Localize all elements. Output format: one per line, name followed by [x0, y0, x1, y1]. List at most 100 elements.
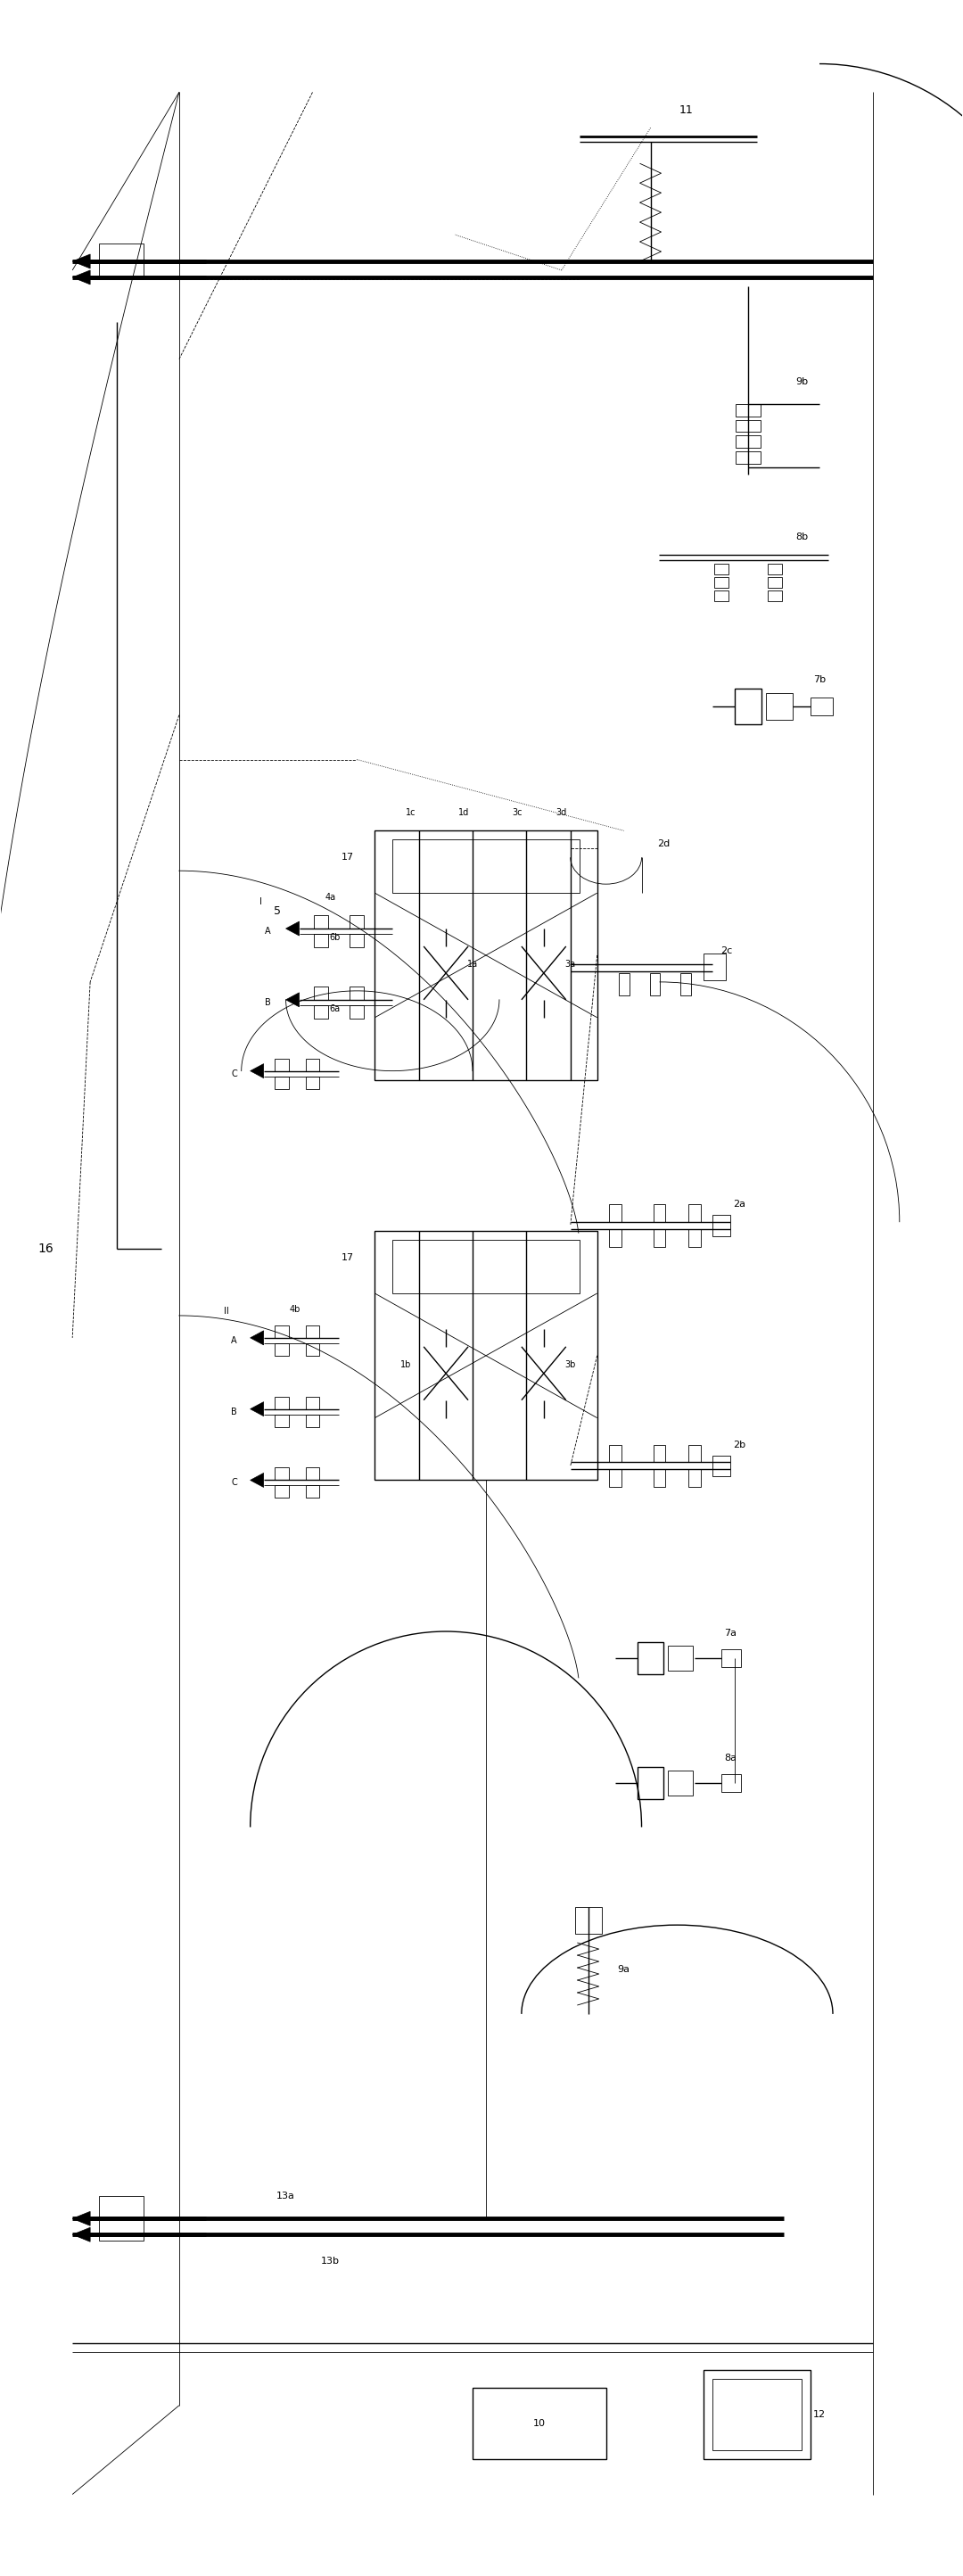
Text: 7b: 7b	[813, 675, 825, 683]
Bar	[314, 914, 328, 927]
Bar	[305, 1059, 320, 1072]
Bar	[736, 451, 761, 464]
Bar	[350, 914, 364, 927]
Polygon shape	[250, 1064, 264, 1077]
Text: 2b: 2b	[733, 1440, 745, 1450]
Polygon shape	[286, 992, 299, 1007]
Polygon shape	[286, 922, 299, 935]
Bar	[609, 1206, 621, 1221]
Text: 2a: 2a	[733, 1200, 745, 1208]
Bar	[618, 974, 629, 994]
Bar	[274, 1414, 289, 1427]
Text: 5: 5	[273, 904, 280, 917]
Bar	[609, 1229, 621, 1247]
Bar	[305, 1342, 320, 1355]
Bar	[274, 1327, 289, 1337]
Bar	[638, 1641, 664, 1674]
Text: 2c: 2c	[720, 945, 732, 956]
Bar	[653, 1229, 665, 1247]
Bar	[274, 1077, 289, 1090]
Bar	[721, 1775, 742, 1790]
Bar	[689, 1468, 701, 1486]
Text: II: II	[223, 1306, 228, 1316]
Bar	[736, 435, 761, 448]
Bar	[689, 1229, 701, 1247]
Bar	[375, 1231, 597, 1481]
Bar	[350, 1005, 364, 1018]
Text: 1d: 1d	[458, 809, 469, 817]
Bar	[689, 1206, 701, 1221]
Bar	[713, 1455, 731, 1476]
Bar	[314, 987, 328, 999]
Bar	[715, 590, 729, 600]
Polygon shape	[250, 1332, 264, 1345]
Bar	[305, 1396, 320, 1409]
Bar	[305, 1327, 320, 1337]
Polygon shape	[250, 1401, 264, 1417]
Bar	[736, 404, 761, 417]
Bar	[768, 590, 782, 600]
Bar	[99, 245, 143, 278]
Text: 11: 11	[679, 103, 693, 116]
Text: 3b: 3b	[565, 1360, 576, 1368]
Text: A: A	[231, 1337, 237, 1345]
Bar	[274, 1342, 289, 1355]
Bar	[274, 1396, 289, 1409]
Text: C: C	[231, 1069, 237, 1077]
Text: 16: 16	[38, 1242, 54, 1255]
Text: 3c: 3c	[512, 809, 522, 817]
Text: 17: 17	[342, 1255, 354, 1262]
Polygon shape	[250, 1473, 264, 1486]
Bar	[305, 1486, 320, 1499]
Text: 8a: 8a	[724, 1754, 737, 1762]
Bar	[713, 1216, 731, 1236]
Bar	[715, 564, 729, 574]
Text: 1a: 1a	[467, 961, 478, 969]
Bar	[668, 1646, 693, 1672]
Bar	[704, 953, 726, 981]
Text: 1b: 1b	[401, 1360, 411, 1368]
Bar	[274, 1486, 289, 1499]
Text: 9b: 9b	[795, 376, 808, 386]
Text: 3a: 3a	[565, 961, 576, 969]
Bar	[767, 693, 793, 719]
Text: B: B	[231, 1406, 237, 1417]
Bar	[811, 698, 833, 716]
Bar	[704, 2370, 811, 2460]
Bar	[350, 987, 364, 999]
Text: 8b: 8b	[795, 533, 808, 541]
Text: 6b: 6b	[329, 933, 340, 943]
Bar	[653, 1468, 665, 1486]
Text: 9a: 9a	[617, 1965, 630, 1973]
Text: I: I	[259, 896, 262, 907]
Bar	[650, 974, 661, 994]
Polygon shape	[72, 2210, 91, 2226]
Text: 17: 17	[342, 853, 354, 863]
Bar	[735, 688, 762, 724]
Text: 7a: 7a	[724, 1628, 737, 1638]
Bar	[375, 829, 597, 1079]
Bar	[274, 1468, 289, 1481]
Bar	[314, 935, 328, 948]
Bar	[668, 1770, 693, 1795]
Text: B: B	[265, 997, 271, 1007]
Bar	[305, 1468, 320, 1481]
Bar	[609, 1445, 621, 1463]
Bar	[393, 1239, 580, 1293]
Text: 12: 12	[813, 2411, 825, 2419]
Text: A: A	[265, 927, 271, 935]
Text: 1c: 1c	[405, 809, 415, 817]
Text: 13b: 13b	[321, 2257, 340, 2267]
Bar	[653, 1445, 665, 1463]
Bar	[305, 1077, 320, 1090]
Bar	[681, 974, 691, 994]
Bar	[653, 1206, 665, 1221]
Text: C: C	[231, 1479, 237, 1486]
Bar	[393, 840, 580, 894]
Bar	[575, 1906, 602, 1935]
Bar	[768, 564, 782, 574]
Text: 2d: 2d	[658, 840, 670, 848]
Bar	[715, 577, 729, 587]
Text: 4b: 4b	[289, 1306, 300, 1314]
Bar	[350, 935, 364, 948]
